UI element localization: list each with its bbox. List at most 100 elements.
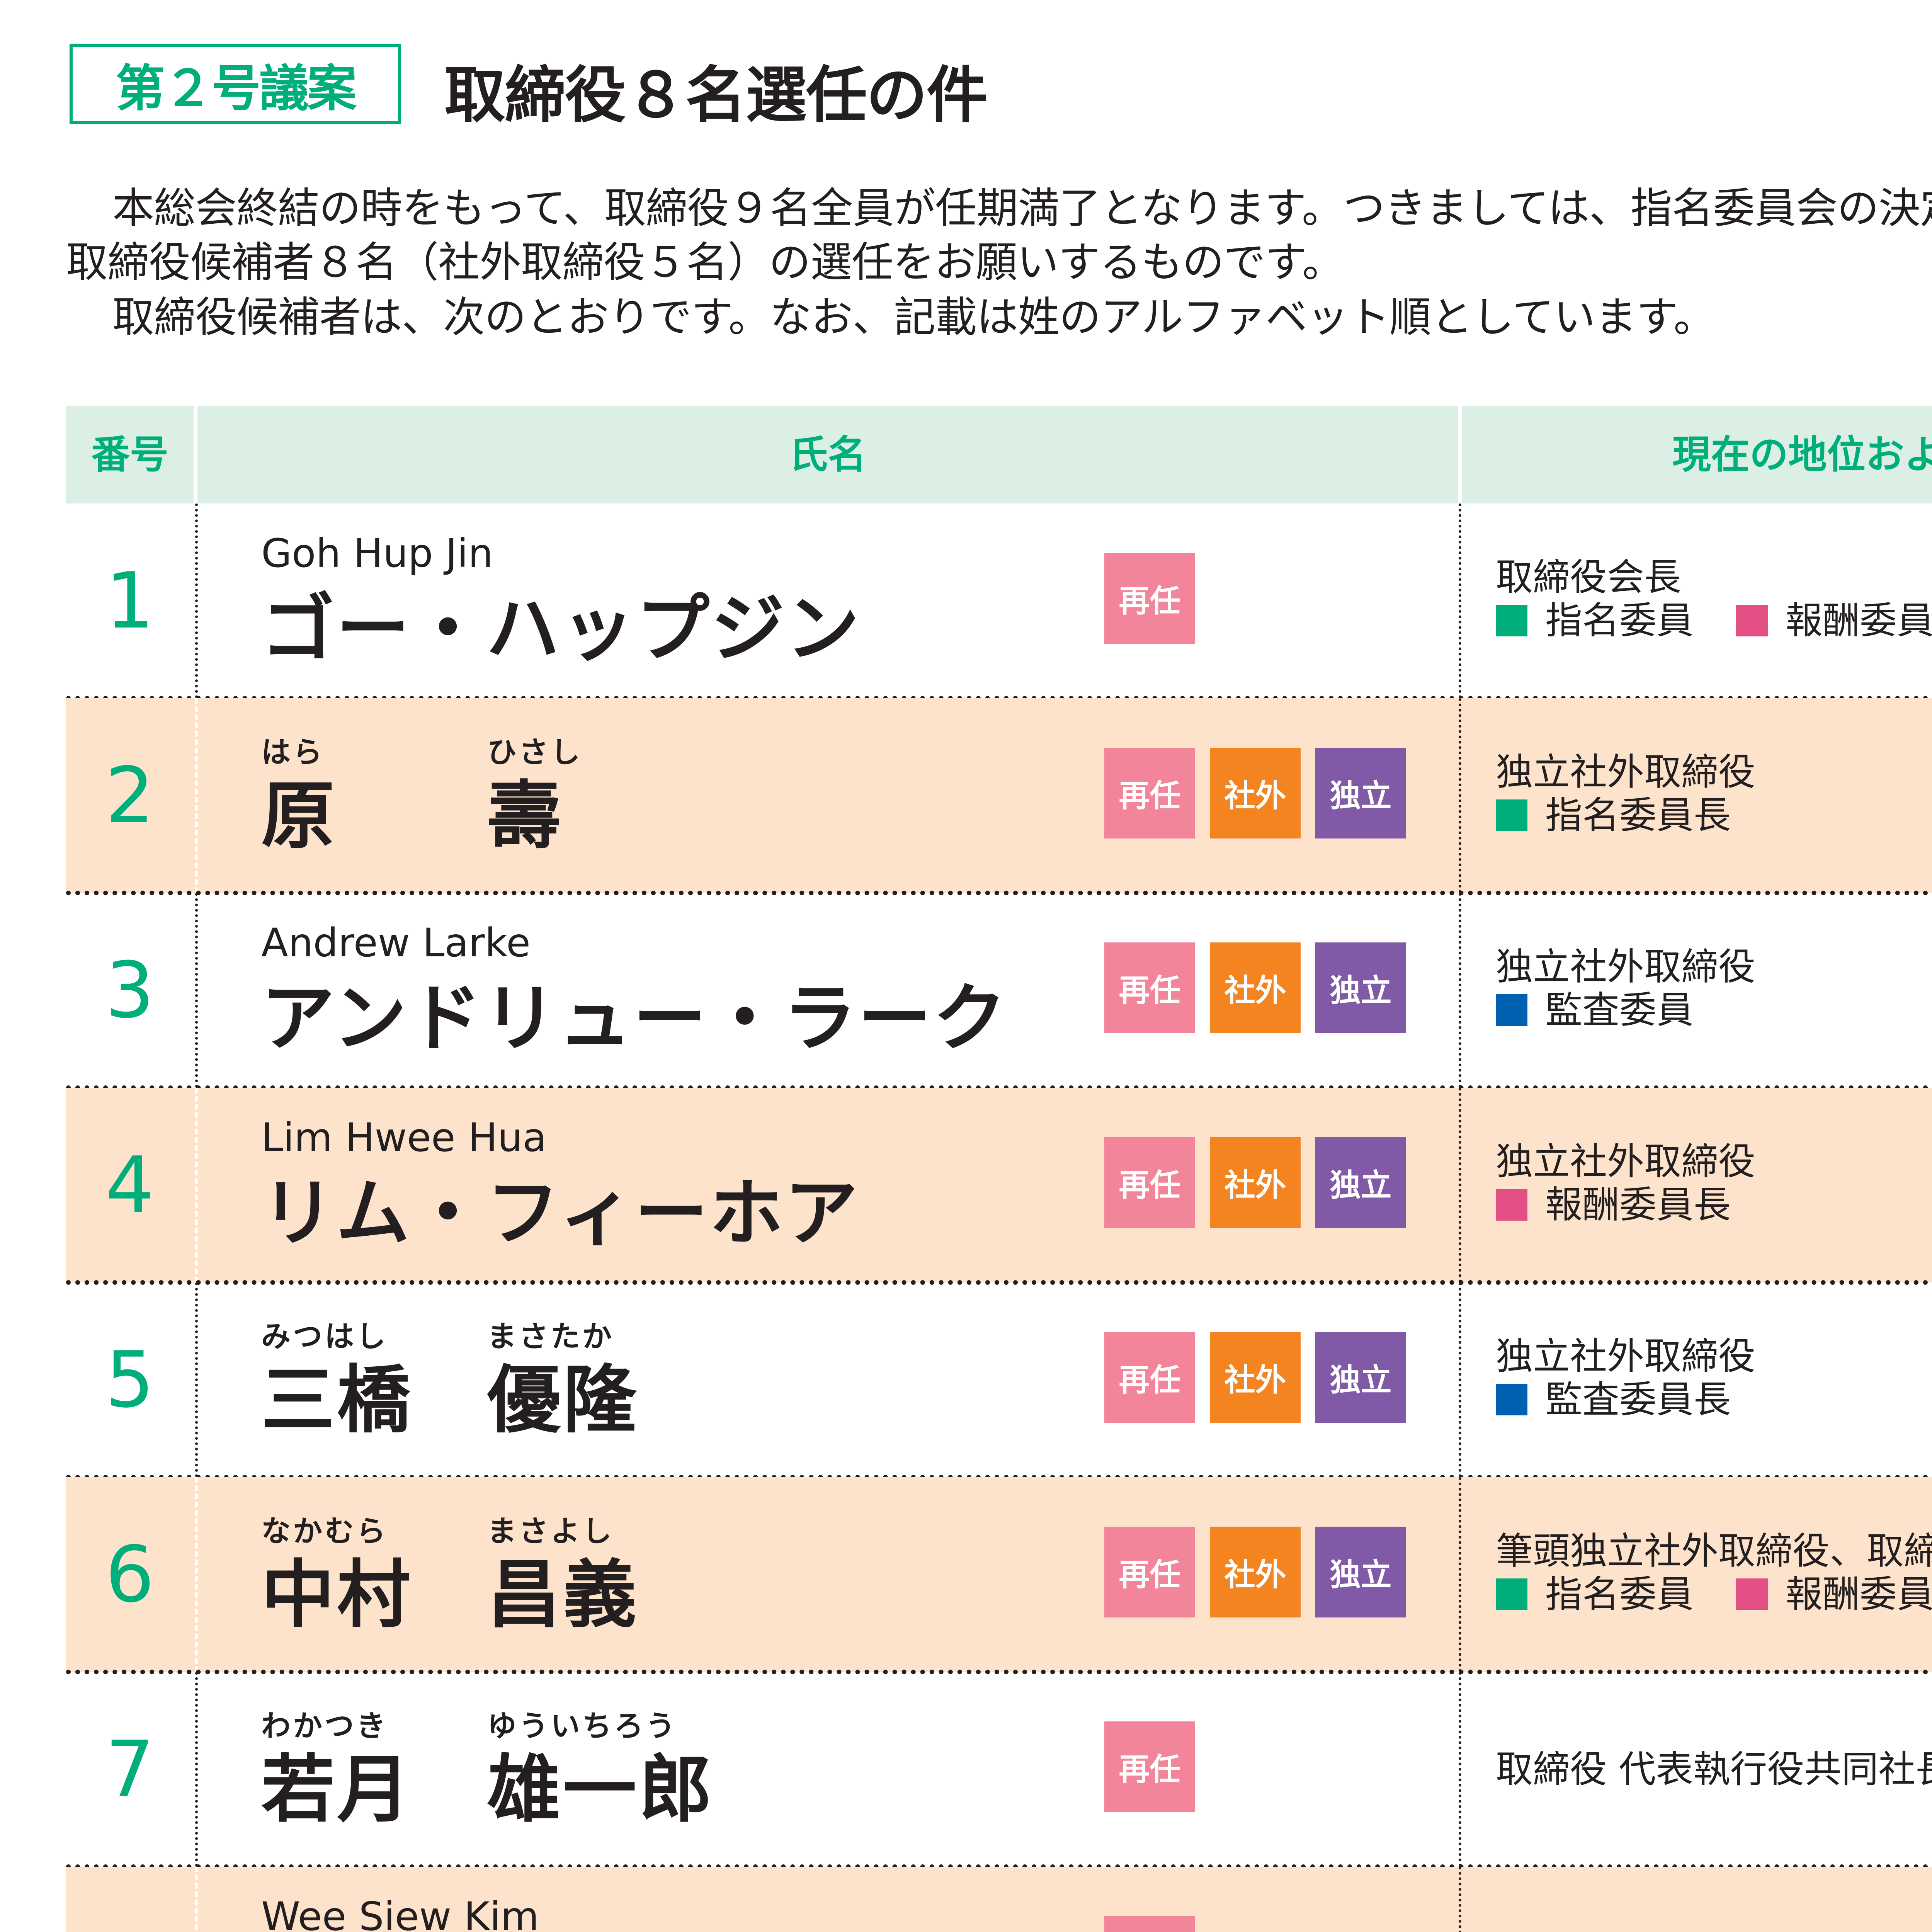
outside-badge: 社外: [1210, 1332, 1301, 1423]
column-divider: [195, 1477, 198, 1672]
committee-label: 報酬委員: [1786, 1573, 1932, 1616]
committee-label: 報酬委員: [1786, 599, 1932, 642]
proposal-label-box: 第２号議案: [70, 44, 401, 124]
table-row: 2はら原ひさし壽再任社外独立独立社外取締役指名委員長100%（６回/６回）: [66, 698, 1932, 895]
reelect-badge: 再任: [1104, 1916, 1195, 1932]
given-name: 壽: [487, 773, 563, 859]
position-block: 独立社外取締役 指名委員長: [1496, 750, 1755, 837]
reelect-badge: 再任: [1104, 1721, 1195, 1812]
row-divider: [66, 1670, 1932, 1674]
candidate-name: はら原 ひさし壽: [261, 698, 1073, 893]
given-name-furigana: まさよし: [487, 1514, 614, 1548]
surname-furigana: なかむら: [261, 1514, 388, 1548]
row-divider: [66, 1280, 1932, 1285]
independent-badge: 独立: [1315, 748, 1406, 838]
name-romanized: Lim Hwee Hua: [261, 1115, 547, 1161]
outside-badge: 社外: [1210, 748, 1301, 838]
reelect-badge: 再任: [1104, 942, 1195, 1033]
table-row: 8Wee Siew Kimウィー・シューキム再任取締役 代表執行役共同社長100…: [66, 1867, 1932, 1932]
column-divider: [1459, 698, 1461, 893]
committee-label: 監査委員長: [1545, 1378, 1731, 1421]
position-block: 独立社外取締役 報酬委員長: [1496, 1140, 1755, 1226]
position-title: 独立社外取締役: [1496, 1140, 1755, 1183]
column-divider: [1459, 893, 1461, 1088]
column-divider: [1459, 1477, 1461, 1672]
candidate-name: なかむら中村 まさよし昌義: [261, 1477, 1073, 1672]
reelect-badge: 再任: [1104, 553, 1195, 644]
given-name-furigana: ひさし: [487, 735, 582, 769]
reelect-badge: 再任: [1104, 1527, 1195, 1617]
name-katakana: アンドリュー・ラーク: [261, 976, 1008, 1061]
committee-nomination: 指名委員長: [1496, 794, 1731, 837]
reelect-badge: 再任: [1104, 1137, 1195, 1228]
audit-square-icon: [1496, 994, 1527, 1026]
name-katakana: リム・フィーホア: [261, 1170, 860, 1256]
column-divider: [1459, 1282, 1461, 1477]
surname: 原: [261, 773, 337, 859]
position-block: 取締役会長 指名委員 報酬委員: [1496, 556, 1932, 642]
position-title: 取締役 代表執行役共同社長: [1496, 1748, 1932, 1791]
candidate-name: Lim Hwee Hua リム・フィーホア: [261, 1088, 1073, 1282]
independent-badge: 独立: [1315, 1332, 1406, 1423]
committee-list: 監査委員: [1496, 988, 1755, 1032]
column-divider: [1459, 1672, 1461, 1867]
name-katakana: ゴー・ハップジン: [261, 586, 861, 672]
committee-label: 指名委員: [1545, 1573, 1694, 1616]
candidate-name: Goh Hup Jin ゴー・ハップジン: [261, 503, 1073, 698]
intro-line-3: 取締役候補者は、次のとおりです。なお、記載は姓のアルファベット順としています。: [112, 293, 1715, 342]
remuneration-square-icon: [1496, 1189, 1527, 1221]
position-title: 独立社外取締役: [1496, 1335, 1755, 1378]
candidate-number: 1: [105, 556, 155, 646]
independent-badge: 独立: [1315, 1527, 1406, 1617]
column-divider: [195, 1672, 198, 1867]
committee-label: 指名委員: [1545, 599, 1694, 642]
committee-label: 監査委員: [1545, 988, 1694, 1032]
committee-label: 報酬委員長: [1545, 1183, 1731, 1226]
committee-nomination: 指名委員: [1496, 599, 1694, 642]
column-divider: [1459, 503, 1461, 698]
column-divider: [195, 893, 198, 1088]
intro-line-1: 本総会終結の時をもって、取締役９名全員が任期満了となります。つきましては、指名委…: [112, 184, 1932, 233]
candidate-name: Andrew Larke アンドリュー・ラーク: [261, 893, 1073, 1088]
given-name: 優隆: [487, 1357, 639, 1443]
given-name-furigana: ゆういちろう: [487, 1709, 677, 1743]
candidate-number: 3: [105, 945, 155, 1036]
position-title: 筆頭独立社外取締役、取締役会議長: [1496, 1529, 1932, 1573]
candidate-number: 2: [105, 750, 155, 841]
nomination-square-icon: [1496, 605, 1527, 636]
committee-remuneration: 報酬委員長: [1496, 1183, 1731, 1226]
reelect-badge: 再任: [1104, 748, 1195, 838]
position-title: 独立社外取締役: [1496, 750, 1755, 794]
candidate-number: 4: [105, 1140, 155, 1230]
column-divider: [1459, 1088, 1461, 1282]
proposal-label: 第２号議案: [115, 60, 357, 117]
outside-badge: 社外: [1210, 1527, 1301, 1617]
committee-audit: 監査委員: [1496, 988, 1694, 1032]
name-romanized: Andrew Larke: [261, 920, 531, 966]
page-title: 取締役８名選任の件: [444, 60, 988, 131]
position-title: 取締役会長: [1496, 556, 1681, 599]
position-block: 独立社外取締役 監査委員: [1496, 945, 1755, 1032]
header-name: 氏名: [197, 406, 1458, 503]
position-block: 筆頭独立社外取締役、取締役会議長指名委員報酬委員監査委員: [1496, 1529, 1932, 1616]
position-title: 独立社外取締役: [1496, 945, 1755, 988]
column-divider: [1459, 1867, 1461, 1932]
header-position: 現在の地位および担当: [1462, 406, 1932, 503]
nomination-square-icon: [1496, 1578, 1527, 1610]
surname: 中村: [261, 1552, 413, 1638]
candidate-name: わかつき 若月 ゆういちろう 雄一郎: [261, 1672, 1073, 1867]
column-divider: [195, 1088, 198, 1282]
intro-line-2: 取締役候補者８名（社外取締役５名）の選任をお願いするものです。: [66, 238, 1344, 287]
table-header: 番号 氏名 現在の地位および担当 取締役会出席状況: [66, 406, 1932, 503]
candidate-number: 7: [105, 1724, 155, 1815]
column-divider: [195, 1867, 198, 1932]
given-name: 昌義: [487, 1552, 639, 1638]
committee-list: 監査委員長: [1496, 1378, 1755, 1421]
outside-badge: 社外: [1210, 942, 1301, 1033]
committee-audit: 監査委員長: [1496, 1378, 1731, 1421]
given-name-furigana: まさたか: [487, 1319, 614, 1354]
